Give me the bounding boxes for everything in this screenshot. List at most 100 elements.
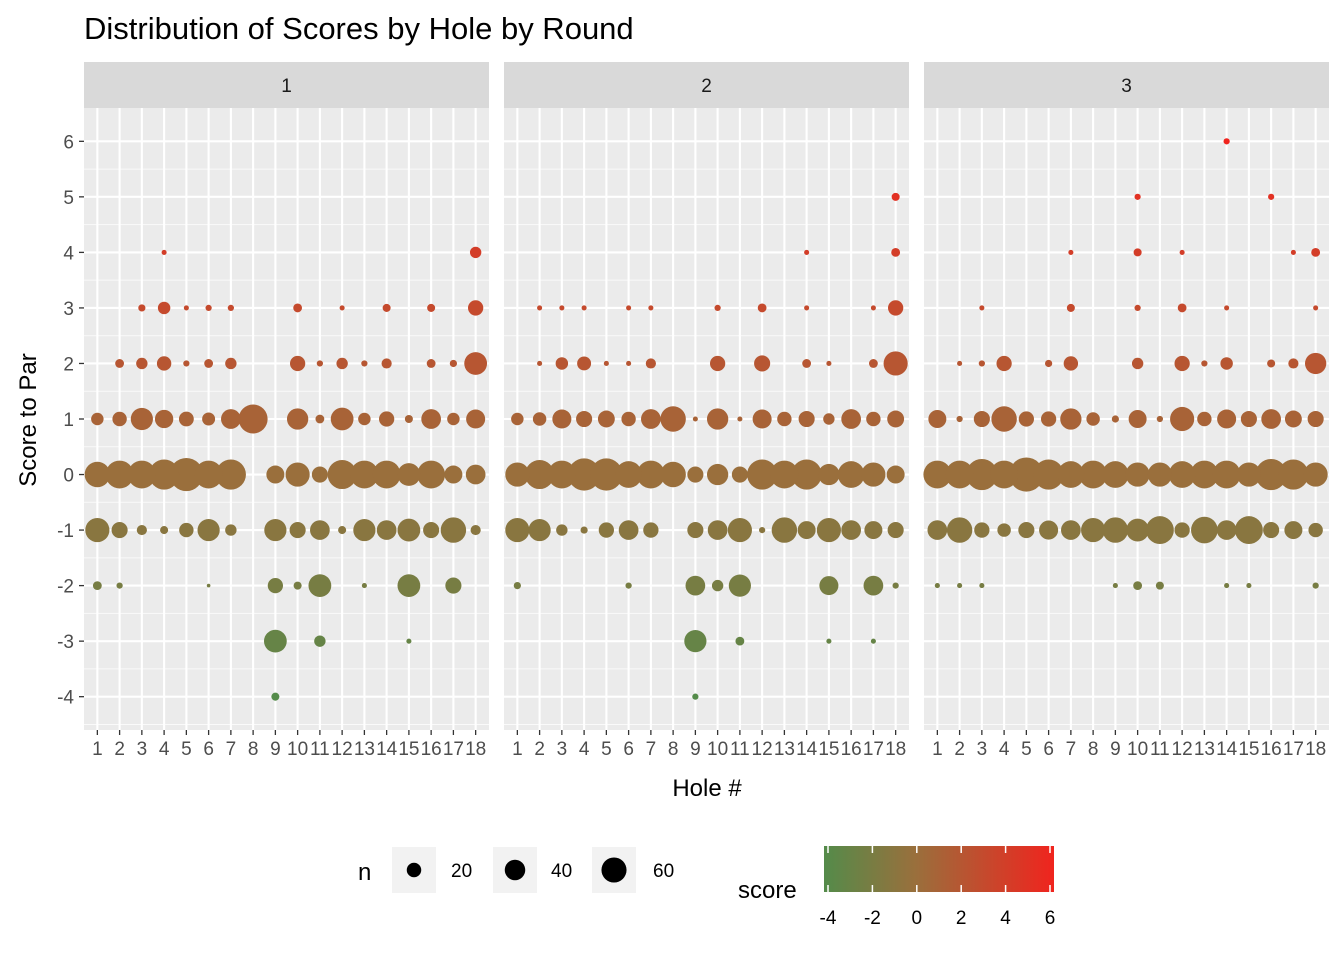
size-legend: n 20 40 60 [358, 847, 674, 893]
score-point [1174, 355, 1190, 372]
score-point [621, 411, 636, 427]
score-point [525, 460, 555, 490]
score-point [353, 518, 376, 542]
x-tick-label: 9 [690, 739, 701, 760]
score-point [310, 520, 330, 540]
score-point [979, 305, 985, 311]
score-point [1177, 303, 1187, 313]
score-point [1170, 406, 1195, 432]
score-point [206, 583, 211, 588]
score-point [417, 460, 446, 489]
size-legend-circle [406, 862, 422, 878]
y-tick-label: 1 [63, 410, 74, 431]
score-point [447, 412, 460, 426]
score-point [532, 412, 547, 426]
score-point [927, 520, 948, 540]
score-point [1284, 410, 1302, 428]
score-point [440, 517, 467, 543]
score-point [684, 630, 707, 653]
score-point [289, 355, 306, 372]
x-tick-label: 7 [1066, 739, 1077, 760]
score-point [397, 463, 421, 486]
score-point [946, 517, 973, 543]
score-point [130, 407, 153, 431]
score-point [227, 304, 234, 312]
facet-panel-3: 3 [923, 62, 1329, 730]
score-point [547, 460, 576, 489]
color-legend-title: score [738, 877, 797, 904]
x-tick-label: 13 [354, 739, 375, 760]
x-tick-label: 9 [270, 739, 281, 760]
x-tick-label: 4 [159, 739, 170, 760]
score-point [891, 192, 900, 201]
score-point [1246, 583, 1252, 589]
score-point [1033, 459, 1064, 490]
size-legend-label: 40 [551, 861, 572, 882]
score-point [791, 459, 822, 490]
size-legend-label: 60 [653, 861, 674, 882]
x-tick-label: 12 [1172, 739, 1193, 760]
facet-strip [924, 62, 1329, 108]
score-point [759, 526, 766, 534]
score-point [973, 410, 990, 428]
y-tick-label: 2 [63, 354, 74, 375]
score-point [1079, 460, 1108, 489]
score-point [406, 638, 412, 644]
score-point [754, 355, 771, 372]
facet-panels: 1 2 3 [84, 62, 1329, 730]
score-point [1312, 582, 1319, 589]
score-point [1220, 357, 1233, 370]
score-point [1126, 518, 1150, 542]
score-point [866, 411, 881, 427]
score-point [266, 465, 285, 484]
score-point [315, 414, 325, 424]
score-point [445, 577, 462, 594]
score-point [707, 520, 728, 540]
score-point [404, 414, 413, 424]
score-point [868, 359, 878, 368]
score-point [555, 357, 569, 370]
score-point [737, 416, 743, 422]
color-legend-label: 6 [1045, 908, 1056, 929]
score-point [888, 300, 904, 316]
score-point [161, 249, 167, 255]
score-point [267, 577, 284, 594]
color-legend-bar [824, 846, 1054, 892]
score-point [777, 411, 792, 427]
score-point [293, 303, 303, 313]
score-point [205, 304, 212, 312]
score-point [892, 582, 899, 589]
score-point [956, 415, 963, 423]
score-point [798, 410, 815, 428]
score-point [597, 410, 615, 428]
score-point [863, 575, 884, 596]
score-point [336, 357, 348, 370]
score-point [802, 359, 812, 368]
score-point [1018, 411, 1034, 427]
x-tick-label: 18 [465, 739, 486, 760]
score-point [552, 409, 572, 429]
score-point [468, 300, 484, 316]
facet-strip-label: 2 [701, 76, 712, 97]
x-tick-label: 15 [398, 739, 419, 760]
x-tick-label: 4 [579, 739, 590, 760]
score-point [577, 356, 592, 371]
score-point [308, 574, 332, 597]
score-point [735, 636, 745, 646]
color-legend-label: -4 [820, 908, 837, 929]
y-axis-title: Score to Par [15, 353, 42, 486]
score-point [641, 409, 661, 429]
score-point [1102, 517, 1129, 543]
x-axis-title: Hole # [672, 775, 742, 802]
score-point [379, 411, 395, 427]
score-point [1174, 522, 1190, 538]
score-point [603, 360, 609, 367]
score-point [421, 409, 442, 429]
score-point [513, 582, 521, 590]
score-point [615, 461, 642, 488]
score-point [372, 460, 401, 489]
score-point [160, 526, 169, 535]
score-point [136, 524, 147, 536]
score-point [841, 409, 862, 429]
x-tick-label: 18 [1305, 739, 1326, 760]
